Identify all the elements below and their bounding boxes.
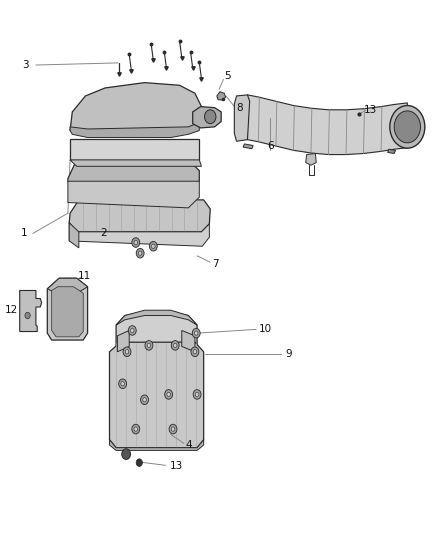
Circle shape — [169, 424, 177, 434]
Polygon shape — [117, 330, 129, 352]
Text: 2: 2 — [100, 229, 107, 238]
Circle shape — [132, 424, 140, 434]
Circle shape — [149, 241, 157, 251]
Polygon shape — [69, 223, 209, 246]
Polygon shape — [47, 278, 88, 294]
Circle shape — [121, 382, 124, 386]
Circle shape — [136, 459, 142, 466]
Text: 11: 11 — [78, 271, 91, 280]
Circle shape — [25, 312, 30, 319]
Polygon shape — [70, 123, 199, 138]
Text: 12: 12 — [5, 305, 18, 315]
Circle shape — [152, 244, 155, 248]
Text: 8: 8 — [237, 103, 244, 113]
Text: 13: 13 — [364, 106, 377, 115]
Polygon shape — [70, 139, 199, 160]
Circle shape — [141, 395, 148, 405]
Circle shape — [147, 343, 151, 348]
Circle shape — [125, 350, 129, 354]
Text: 5: 5 — [224, 71, 231, 80]
Circle shape — [171, 341, 179, 350]
Polygon shape — [388, 149, 396, 154]
Polygon shape — [68, 160, 199, 192]
Polygon shape — [110, 440, 204, 450]
Text: 1: 1 — [21, 229, 28, 238]
Circle shape — [167, 392, 170, 397]
Circle shape — [119, 379, 127, 389]
Polygon shape — [182, 330, 195, 352]
Text: 13: 13 — [170, 462, 183, 471]
Polygon shape — [47, 278, 88, 340]
Polygon shape — [70, 160, 201, 166]
Polygon shape — [20, 290, 42, 332]
Circle shape — [195, 392, 199, 397]
Circle shape — [205, 110, 216, 124]
Circle shape — [191, 347, 199, 357]
Polygon shape — [70, 83, 201, 134]
Circle shape — [390, 106, 425, 148]
Polygon shape — [116, 312, 197, 357]
Circle shape — [145, 341, 153, 350]
Text: 10: 10 — [258, 325, 272, 334]
Circle shape — [194, 331, 198, 335]
Text: 9: 9 — [286, 350, 293, 359]
Polygon shape — [193, 107, 221, 128]
Polygon shape — [110, 342, 204, 448]
Circle shape — [128, 326, 136, 335]
Polygon shape — [52, 287, 83, 337]
Circle shape — [123, 347, 131, 357]
Polygon shape — [116, 310, 197, 325]
Polygon shape — [69, 200, 210, 232]
Circle shape — [134, 427, 138, 431]
Circle shape — [143, 398, 146, 402]
Circle shape — [193, 350, 197, 354]
Text: 4: 4 — [186, 440, 193, 450]
Polygon shape — [217, 92, 226, 100]
Circle shape — [138, 251, 142, 255]
Text: 7: 7 — [212, 259, 219, 269]
Circle shape — [132, 238, 140, 247]
Text: 3: 3 — [22, 60, 29, 70]
Polygon shape — [243, 144, 253, 149]
Polygon shape — [247, 95, 407, 155]
Circle shape — [136, 248, 144, 258]
Polygon shape — [68, 181, 199, 208]
Circle shape — [193, 390, 201, 399]
Polygon shape — [234, 95, 250, 141]
Polygon shape — [306, 154, 316, 165]
Circle shape — [394, 111, 420, 143]
Polygon shape — [69, 223, 79, 248]
Circle shape — [134, 240, 138, 245]
Circle shape — [131, 328, 134, 333]
Circle shape — [192, 328, 200, 338]
Text: 6: 6 — [267, 141, 274, 151]
Circle shape — [165, 390, 173, 399]
Circle shape — [173, 343, 177, 348]
Circle shape — [122, 449, 131, 459]
Circle shape — [171, 427, 175, 431]
